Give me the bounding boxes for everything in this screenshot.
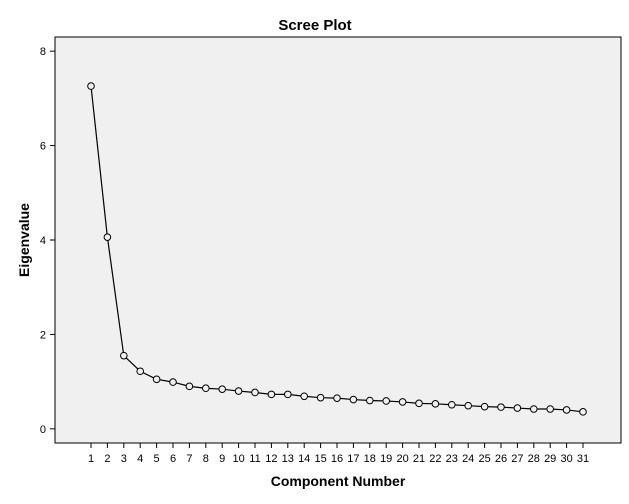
data-point [562, 406, 571, 414]
data-point [398, 398, 407, 406]
x-tick-label: 9 [219, 453, 225, 465]
data-point [349, 395, 358, 404]
x-tick-label: 12 [265, 453, 277, 465]
data-point [103, 233, 112, 241]
x-tick-label: 21 [413, 453, 425, 465]
x-tick-label: 16 [331, 453, 343, 465]
x-tick-label: 5 [154, 453, 160, 465]
x-tick-label: 10 [232, 453, 244, 465]
x-tick-label: 19 [380, 453, 392, 465]
data-point [316, 393, 325, 402]
y-tick-label: 6 [40, 141, 46, 153]
x-tick-label: 2 [104, 453, 110, 465]
data-point [120, 351, 128, 360]
data-point [497, 403, 505, 411]
x-tick-label: 6 [170, 453, 176, 465]
chart-title: Scree Plot [278, 17, 351, 34]
x-tick-label: 24 [462, 453, 474, 465]
x-tick-label: 1 [88, 453, 94, 465]
data-point [382, 397, 391, 405]
x-tick-label: 27 [511, 453, 523, 465]
x-tick-label: 11 [249, 453, 260, 465]
data-point [415, 399, 423, 408]
x-tick-label: 18 [364, 453, 376, 465]
y-tick-label: 4 [40, 235, 46, 247]
data-point [284, 390, 292, 399]
x-tick-label: 8 [203, 453, 209, 465]
y-axis: 0 2 4 6 8 [40, 46, 55, 436]
data-point [579, 408, 587, 416]
x-tick-label: 3 [121, 453, 127, 465]
data-point [530, 405, 538, 413]
x-tick-label: 28 [528, 453, 540, 465]
x-tick-label: 26 [495, 453, 507, 465]
data-point [431, 400, 440, 408]
x-tick-label: 20 [396, 453, 408, 465]
data-point [185, 382, 194, 391]
x-tick-label: 7 [186, 453, 192, 465]
data-point [480, 402, 489, 411]
data-point [448, 400, 456, 409]
data-point [87, 82, 95, 90]
data-point [513, 404, 522, 412]
data-point [333, 394, 341, 402]
x-tick-label: 31 [577, 453, 589, 465]
x-tick-label: 14 [298, 453, 310, 465]
data-point [251, 388, 259, 397]
data-point [546, 405, 555, 413]
y-tick-label: 2 [40, 329, 46, 341]
data-point [218, 385, 226, 393]
data-point [152, 375, 161, 384]
data-point [169, 378, 177, 386]
x-tick-label: 22 [429, 453, 441, 465]
x-tick-label: 4 [137, 453, 143, 465]
x-tick-label: 25 [478, 453, 490, 465]
y-tick-label: 0 [40, 424, 46, 436]
data-point [300, 392, 309, 401]
x-tick-label: 29 [544, 453, 556, 465]
data-point [202, 384, 210, 393]
x-tick-label: 13 [282, 453, 294, 465]
y-tick-label: 8 [40, 46, 46, 58]
x-tick-label: 23 [446, 453, 458, 465]
x-axis-title: Component Number [271, 473, 406, 489]
data-point [464, 401, 473, 410]
data-point [234, 387, 243, 395]
data-point [366, 396, 374, 405]
plot-area [54, 36, 622, 444]
x-axis: 1 2 3 4 5 6 7 8 9 10 11 12 13 14 15 16 17 18 19 20 21 22 23 24 2… [88, 443, 589, 465]
data-point [136, 367, 144, 376]
series-group [87, 82, 587, 416]
x-tick-label: 15 [314, 453, 326, 465]
x-tick-label: 30 [560, 453, 572, 465]
y-axis-title: Eigenvalue [16, 203, 32, 277]
x-tick-label: 17 [347, 453, 359, 465]
data-point [267, 390, 276, 399]
